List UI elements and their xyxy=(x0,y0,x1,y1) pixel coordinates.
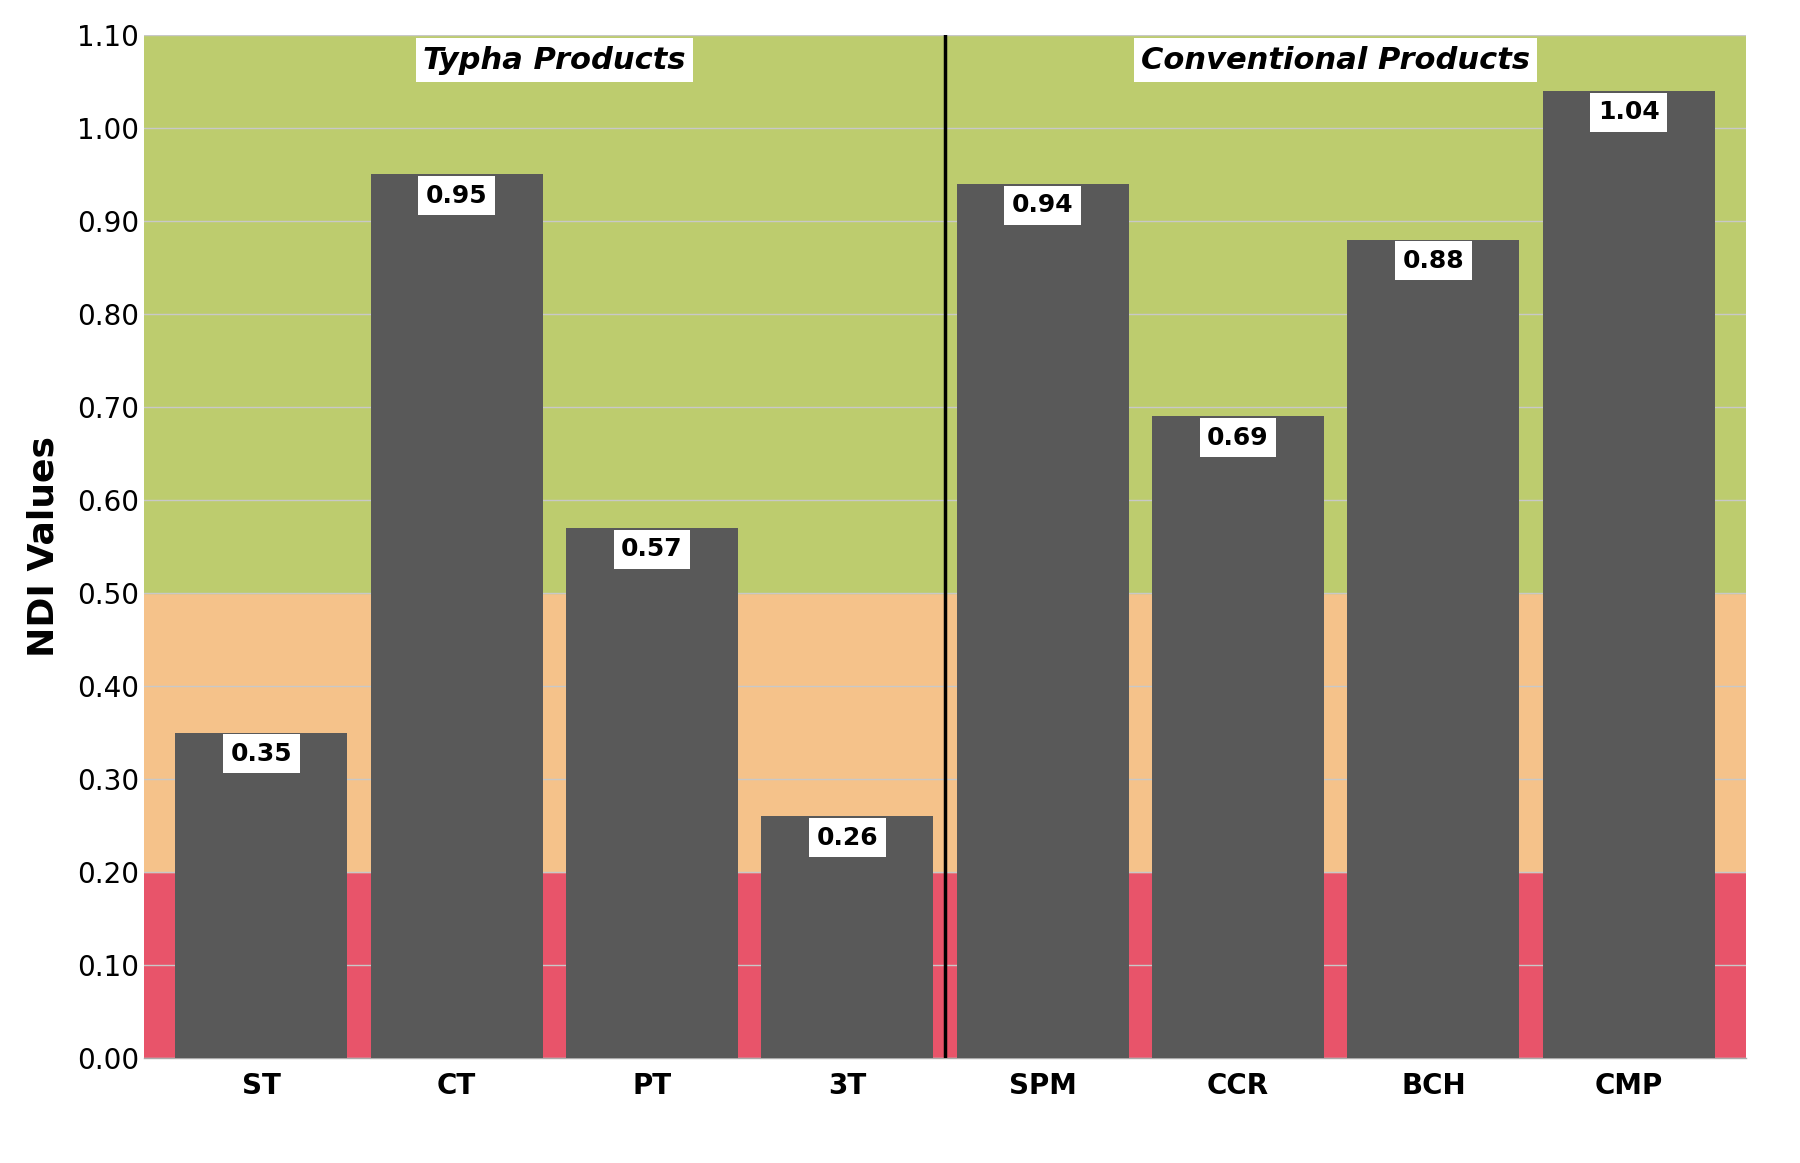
Bar xyxy=(761,816,932,1058)
Bar xyxy=(144,593,1746,872)
Bar xyxy=(371,174,542,1058)
Text: 0.26: 0.26 xyxy=(817,826,878,850)
Bar xyxy=(1348,240,1519,1058)
Text: 0.95: 0.95 xyxy=(427,184,488,208)
Text: 0.88: 0.88 xyxy=(1402,249,1463,273)
Y-axis label: NDI Values: NDI Values xyxy=(27,436,61,657)
Bar xyxy=(1543,91,1715,1058)
Text: Typha Products: Typha Products xyxy=(423,45,686,74)
Text: 0.35: 0.35 xyxy=(230,742,292,766)
Text: Conventional Products: Conventional Products xyxy=(1141,45,1530,74)
Text: 0.94: 0.94 xyxy=(1012,193,1073,217)
Bar xyxy=(958,184,1129,1058)
Bar xyxy=(1152,416,1325,1058)
Bar xyxy=(565,528,738,1058)
Bar xyxy=(144,35,1746,593)
Text: 0.57: 0.57 xyxy=(621,537,682,562)
Text: 1.04: 1.04 xyxy=(1598,100,1660,124)
Bar xyxy=(144,872,1746,1058)
Text: 0.69: 0.69 xyxy=(1208,426,1269,450)
Bar xyxy=(175,733,347,1058)
